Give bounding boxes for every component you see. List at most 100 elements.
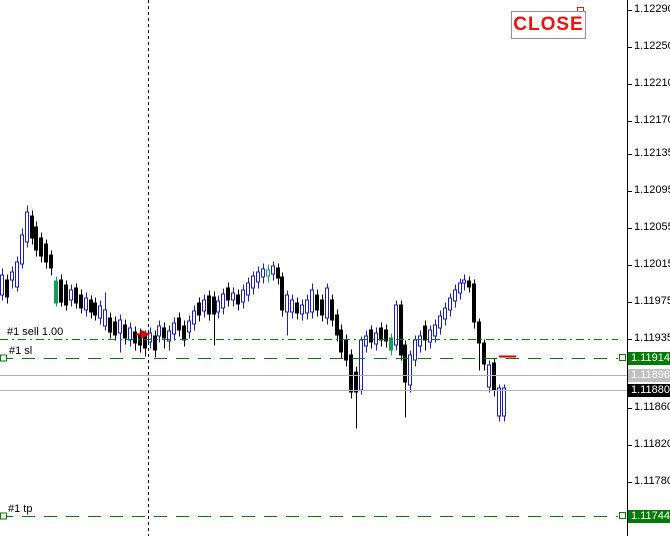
candle-body bbox=[280, 276, 284, 311]
candle-body bbox=[221, 293, 225, 309]
axis-price-label: 1.11820 bbox=[634, 438, 670, 450]
candle-body bbox=[492, 362, 496, 391]
candle-body bbox=[438, 315, 442, 329]
candle-body bbox=[241, 289, 245, 303]
candle-body bbox=[295, 302, 299, 314]
sell-line-label: #1 sell 1.00 bbox=[7, 326, 64, 338]
axis-price-label: 1.11935 bbox=[634, 332, 670, 344]
tp-line-label: #1 tp bbox=[8, 503, 33, 515]
candle-body bbox=[34, 226, 38, 251]
candle-body bbox=[428, 329, 432, 343]
candle-body bbox=[236, 294, 240, 305]
candle-body bbox=[113, 321, 117, 336]
candle-body bbox=[389, 337, 393, 351]
axis-tick bbox=[628, 445, 632, 446]
candle-body bbox=[226, 287, 230, 301]
candle-body bbox=[98, 305, 102, 319]
candle-body bbox=[108, 317, 112, 333]
axis-price-label: 1.12290 bbox=[634, 3, 670, 15]
candle-body bbox=[335, 314, 339, 336]
candle-body bbox=[177, 317, 181, 331]
candle-body bbox=[153, 335, 157, 351]
axis-price-label: 1.12055 bbox=[634, 221, 670, 233]
candle-body bbox=[123, 324, 127, 339]
close-button[interactable]: CLOSE bbox=[511, 11, 586, 39]
axis-tick bbox=[628, 265, 632, 266]
sl-left-handle[interactable] bbox=[0, 354, 7, 362]
candle-body bbox=[216, 300, 220, 313]
sl-line-label: #1 sl bbox=[9, 345, 33, 357]
candle-body bbox=[477, 321, 481, 344]
axis-price-label: 1.12015 bbox=[634, 258, 670, 270]
candle-body bbox=[256, 271, 260, 283]
candle-body bbox=[325, 287, 329, 319]
axis-price-label: 1.12210 bbox=[634, 77, 670, 89]
candle-body bbox=[354, 371, 358, 393]
candle-body bbox=[418, 335, 422, 347]
candle-body bbox=[472, 283, 476, 323]
candle-body bbox=[497, 387, 501, 417]
tp-badge-axis-handle[interactable] bbox=[619, 512, 626, 519]
candle-body bbox=[423, 325, 427, 341]
candle-body bbox=[403, 344, 407, 383]
candle-body bbox=[197, 302, 201, 316]
candle-body bbox=[379, 327, 383, 341]
axis-tick bbox=[628, 228, 632, 229]
candle-body bbox=[79, 294, 83, 309]
candle-body bbox=[143, 335, 147, 349]
candle-body bbox=[261, 268, 265, 278]
candle-body bbox=[231, 292, 235, 301]
tp-badge: 1.11744 bbox=[628, 510, 670, 523]
axis-tick bbox=[628, 154, 632, 155]
candle-body bbox=[5, 279, 9, 298]
candle-body bbox=[167, 330, 171, 342]
candle-body bbox=[330, 299, 334, 321]
candle-body bbox=[133, 331, 137, 344]
candle-body bbox=[172, 322, 176, 335]
candle-body bbox=[84, 297, 88, 311]
candle-body bbox=[458, 282, 462, 294]
candles-layer bbox=[0, 205, 506, 429]
candle-body bbox=[502, 387, 506, 417]
candle-body bbox=[44, 243, 48, 263]
candle-body bbox=[20, 234, 24, 265]
candle-body bbox=[408, 354, 412, 386]
axis-tick bbox=[628, 482, 632, 483]
axis-price-label: 1.12170 bbox=[634, 114, 670, 126]
axis-tick bbox=[628, 191, 632, 192]
axis-tick bbox=[628, 302, 632, 303]
candle-body bbox=[30, 215, 34, 239]
candle-body bbox=[344, 339, 348, 361]
candle-body bbox=[103, 309, 107, 327]
candle-body bbox=[315, 294, 319, 311]
tp-left-handle[interactable] bbox=[0, 512, 7, 520]
candle-body bbox=[0, 274, 4, 296]
candle-body bbox=[413, 339, 417, 361]
candle-body bbox=[246, 282, 250, 296]
candle-body bbox=[192, 310, 196, 325]
candle-body bbox=[443, 307, 447, 320]
candle-body bbox=[467, 280, 471, 288]
candle-body bbox=[187, 320, 191, 333]
candle-body bbox=[369, 329, 373, 343]
sl-badge-axis-handle[interactable] bbox=[619, 354, 626, 361]
axis-tick bbox=[628, 84, 632, 85]
candle-body bbox=[462, 279, 466, 284]
candle-body bbox=[349, 354, 353, 393]
axis-price-label: 1.12250 bbox=[634, 40, 670, 52]
candle-body bbox=[364, 335, 368, 347]
candle-body bbox=[69, 289, 73, 301]
candle-body bbox=[157, 325, 161, 337]
candle-body bbox=[162, 327, 166, 339]
candle-body bbox=[310, 289, 314, 313]
candle-body bbox=[15, 261, 19, 288]
candle-body bbox=[148, 332, 152, 343]
candle-body bbox=[271, 265, 275, 275]
candle-body bbox=[285, 294, 289, 313]
candle-body bbox=[49, 254, 53, 269]
axis-tick bbox=[628, 121, 632, 122]
candle-body bbox=[207, 295, 211, 315]
candle-body bbox=[482, 342, 486, 365]
